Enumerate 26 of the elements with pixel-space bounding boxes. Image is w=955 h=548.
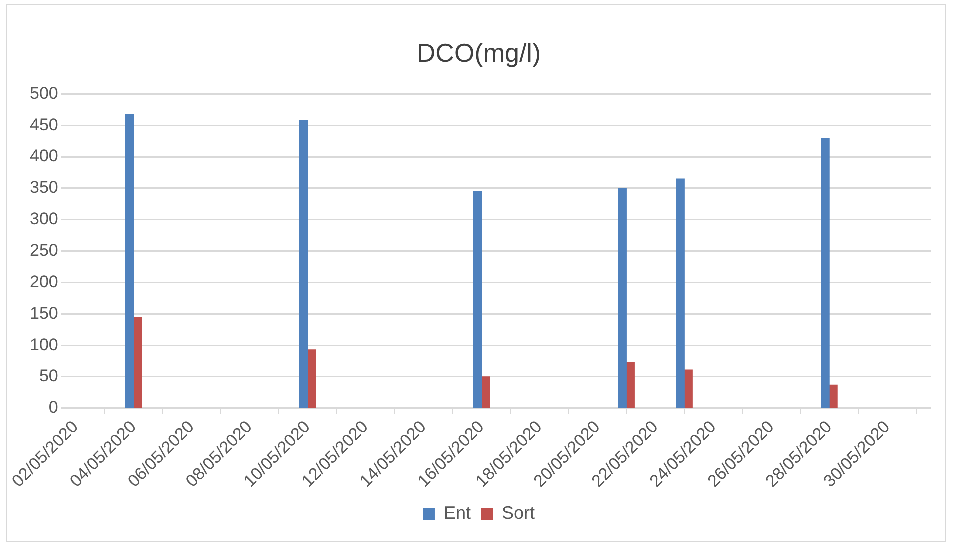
y-tick-label: 450 [30, 115, 58, 134]
bar [676, 178, 685, 408]
y-tick-label: 250 [30, 240, 58, 260]
bar [299, 120, 308, 408]
bar [829, 384, 838, 408]
y-tick-label: 200 [30, 272, 58, 292]
bar [134, 316, 142, 408]
chart-title: DCO(mg/l) [416, 38, 542, 68]
y-tick-label: 350 [30, 178, 58, 198]
y-tick-label: 400 [30, 146, 58, 166]
bar [684, 370, 693, 408]
y-tick-label: 150 [30, 304, 58, 323]
y-tick-label: 0 [48, 398, 58, 418]
bar [481, 376, 490, 408]
bar [626, 362, 635, 408]
y-tick-label: 100 [30, 335, 58, 354]
bar [821, 138, 830, 408]
y-tick-label: 500 [30, 84, 58, 103]
y-tick-label: 50 [39, 366, 58, 386]
bar [618, 188, 627, 408]
legend-label: Sort [502, 502, 536, 523]
y-tick-label: 300 [30, 210, 58, 229]
bar [307, 350, 316, 408]
bar [473, 191, 482, 408]
legend-label: Ent [444, 502, 472, 523]
bar [126, 114, 134, 408]
